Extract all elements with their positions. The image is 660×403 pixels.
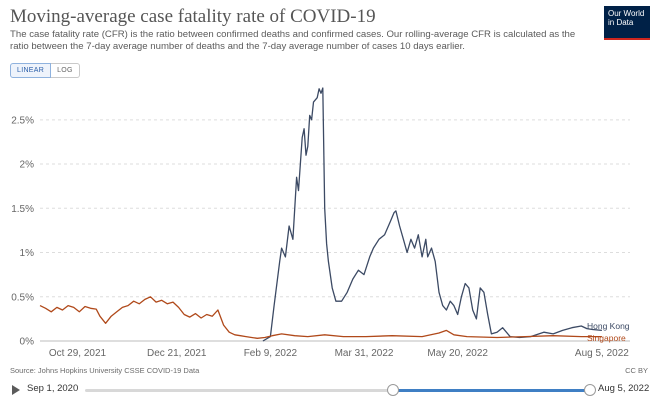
linear-scale-button[interactable]: LINEAR bbox=[10, 63, 52, 78]
timeline-track[interactable] bbox=[85, 384, 596, 396]
scale-toggle: LINEAR LOG bbox=[10, 63, 80, 78]
x-tick-label: May 20, 2022 bbox=[427, 348, 488, 359]
series-label: Singapore bbox=[587, 333, 626, 343]
y-tick-label: 1.5% bbox=[11, 204, 34, 215]
license-label[interactable]: CC BY bbox=[625, 366, 648, 375]
series-line-singapore bbox=[39, 296, 602, 339]
timeline-selection bbox=[393, 389, 590, 392]
timeline-start-handle[interactable] bbox=[387, 384, 400, 396]
series-label: Hong Kong bbox=[587, 321, 630, 331]
chart-title: Moving-average case fatality rate of COV… bbox=[10, 6, 376, 27]
owid-logo[interactable]: Our World in Data bbox=[604, 6, 650, 40]
x-tick-label: Dec 21, 2021 bbox=[147, 348, 207, 359]
logo-accent-bar bbox=[604, 38, 650, 40]
x-tick-label: Oct 29, 2021 bbox=[49, 348, 107, 359]
log-scale-button[interactable]: LOG bbox=[51, 63, 80, 78]
chart-subtitle: The case fatality rate (CFR) is the rati… bbox=[10, 29, 576, 52]
logo-text-line2: in Data bbox=[608, 18, 634, 27]
y-tick-label: 2% bbox=[20, 160, 35, 171]
play-icon[interactable] bbox=[12, 385, 20, 395]
y-tick-label: 1% bbox=[20, 248, 35, 259]
source-note[interactable]: Source: Johns Hopkins University CSSE CO… bbox=[10, 366, 200, 375]
series-line-hong-kong bbox=[262, 87, 602, 342]
x-tick-label: Aug 5, 2022 bbox=[575, 348, 629, 359]
timeline-bar: Sep 1, 2020 Aug 5, 2022 bbox=[0, 380, 660, 402]
timeline-end-label: Aug 5, 2022 bbox=[598, 383, 650, 394]
logo-text-line1: Our World bbox=[608, 9, 645, 18]
timeline-end-handle[interactable] bbox=[584, 384, 596, 396]
x-tick-label: Feb 9, 2022 bbox=[244, 348, 298, 359]
timeline-start-label: Sep 1, 2020 bbox=[27, 383, 79, 394]
y-tick-label: 2.5% bbox=[11, 115, 34, 126]
y-tick-label: 0.5% bbox=[11, 292, 34, 303]
x-tick-label: Mar 31, 2022 bbox=[335, 348, 394, 359]
y-tick-label: 0% bbox=[20, 337, 35, 348]
